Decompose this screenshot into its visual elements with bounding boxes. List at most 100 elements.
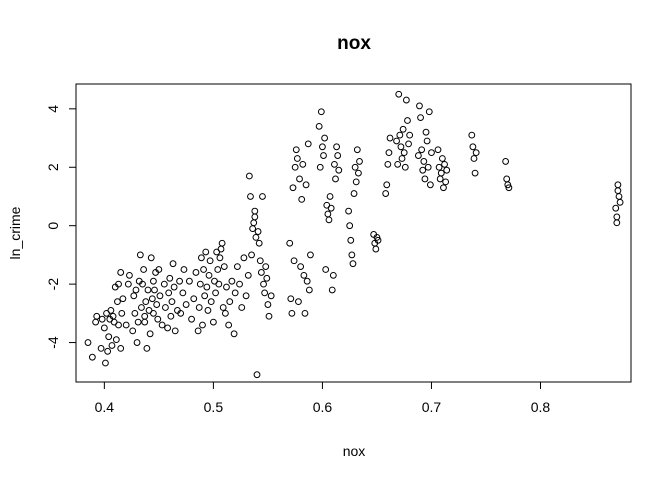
scatter-point	[372, 245, 380, 253]
scatter-point	[119, 295, 127, 303]
scatter-point	[301, 309, 309, 317]
scatter-point	[166, 274, 174, 282]
scatter-point	[400, 149, 408, 157]
scatter-point	[225, 321, 233, 329]
scatter-point	[502, 158, 510, 165]
scatter-point	[317, 108, 325, 116]
scatter-point	[203, 283, 211, 291]
scatter-point	[348, 251, 356, 259]
scatter-point	[199, 321, 206, 329]
chart-title: nox	[337, 33, 371, 54]
scatter-point	[138, 304, 145, 311]
scatter-point	[257, 269, 265, 276]
scatter-point	[398, 155, 406, 162]
scatter-point	[182, 301, 190, 308]
scatter-point	[226, 298, 234, 306]
scatter-point	[115, 321, 122, 329]
scatter-point	[153, 301, 161, 308]
scatter-point	[297, 263, 305, 270]
scatter-point	[240, 254, 248, 262]
scatter-point	[440, 184, 447, 192]
scatter-point	[424, 163, 432, 171]
scatter-point	[468, 131, 476, 139]
scatter-point	[352, 178, 360, 186]
scatter-point	[192, 269, 200, 276]
scatter-point	[194, 327, 202, 335]
scatter-point	[405, 140, 412, 148]
scatter-point	[349, 260, 357, 268]
scatter-point	[155, 266, 163, 273]
scatter-point	[179, 289, 187, 297]
scatter-point	[247, 193, 254, 200]
scatter-point	[419, 166, 427, 174]
scatter-point	[469, 143, 477, 151]
scatter-point	[335, 166, 343, 174]
scatter-point	[164, 324, 171, 332]
scatter-point	[253, 371, 261, 379]
scatter-point	[613, 219, 621, 227]
scatter-point	[393, 137, 400, 145]
scatter-point	[142, 298, 150, 306]
scatter-point	[238, 304, 246, 311]
scatter-point	[435, 163, 443, 171]
scatter-point	[195, 304, 203, 311]
x-axis-label: nox	[343, 443, 366, 459]
scatter-point	[185, 277, 193, 285]
scatter-point	[290, 257, 298, 265]
scatter-point	[395, 90, 403, 98]
scatter-point	[150, 277, 157, 285]
scatter-point	[614, 187, 622, 195]
scatter-point	[201, 292, 209, 300]
scatter-point	[167, 312, 175, 320]
scatter-point	[504, 181, 512, 189]
scatter-point	[351, 163, 359, 171]
scatter-point	[355, 169, 362, 177]
scatter-point	[264, 301, 272, 308]
scatter-point	[158, 321, 166, 329]
scatter-point	[131, 309, 139, 317]
scatter-point	[418, 146, 426, 154]
scatter-point	[300, 271, 308, 279]
scatter-point	[420, 158, 428, 165]
scatter-point	[401, 163, 409, 171]
scatter-point	[114, 298, 121, 306]
scatter-point	[108, 342, 116, 349]
scatter-point	[303, 277, 311, 285]
scatter-point	[245, 172, 253, 180]
scatter-point	[295, 298, 302, 306]
scatter-point	[230, 330, 238, 338]
scatter-point	[350, 190, 358, 197]
scatter-point	[130, 292, 138, 300]
scatter-point	[202, 248, 210, 256]
scatter-point	[263, 274, 271, 282]
scatter-point	[156, 292, 164, 300]
y-tick-label: 4	[45, 105, 61, 113]
scatter-point	[209, 318, 217, 326]
scatter-point	[169, 260, 177, 268]
scatter-point	[286, 239, 294, 247]
scatter-point	[422, 128, 430, 136]
scatter-point	[242, 292, 250, 300]
x-tick-label: 0.6	[313, 399, 333, 415]
scatter-point	[141, 318, 149, 326]
scatter-point	[144, 286, 152, 294]
scatter-point	[104, 347, 112, 355]
scatter-point	[441, 160, 448, 168]
scatter-point	[443, 166, 451, 174]
scatter-point	[93, 312, 101, 320]
scatter-point	[165, 289, 173, 297]
scatter-point	[261, 289, 269, 297]
scatter-point	[259, 193, 266, 200]
scatter-point	[316, 163, 324, 171]
scatter-point	[212, 289, 219, 297]
scatter-point	[353, 146, 361, 154]
scatter-point	[291, 163, 299, 171]
scatter-point	[384, 160, 392, 168]
scatter-point	[425, 108, 433, 116]
x-tick-label: 0.5	[204, 399, 224, 415]
scatter-point	[373, 233, 381, 241]
scatter-point	[102, 359, 109, 367]
scatter-point	[305, 286, 313, 294]
scatter-point	[298, 196, 306, 203]
scatter-point	[288, 309, 296, 317]
